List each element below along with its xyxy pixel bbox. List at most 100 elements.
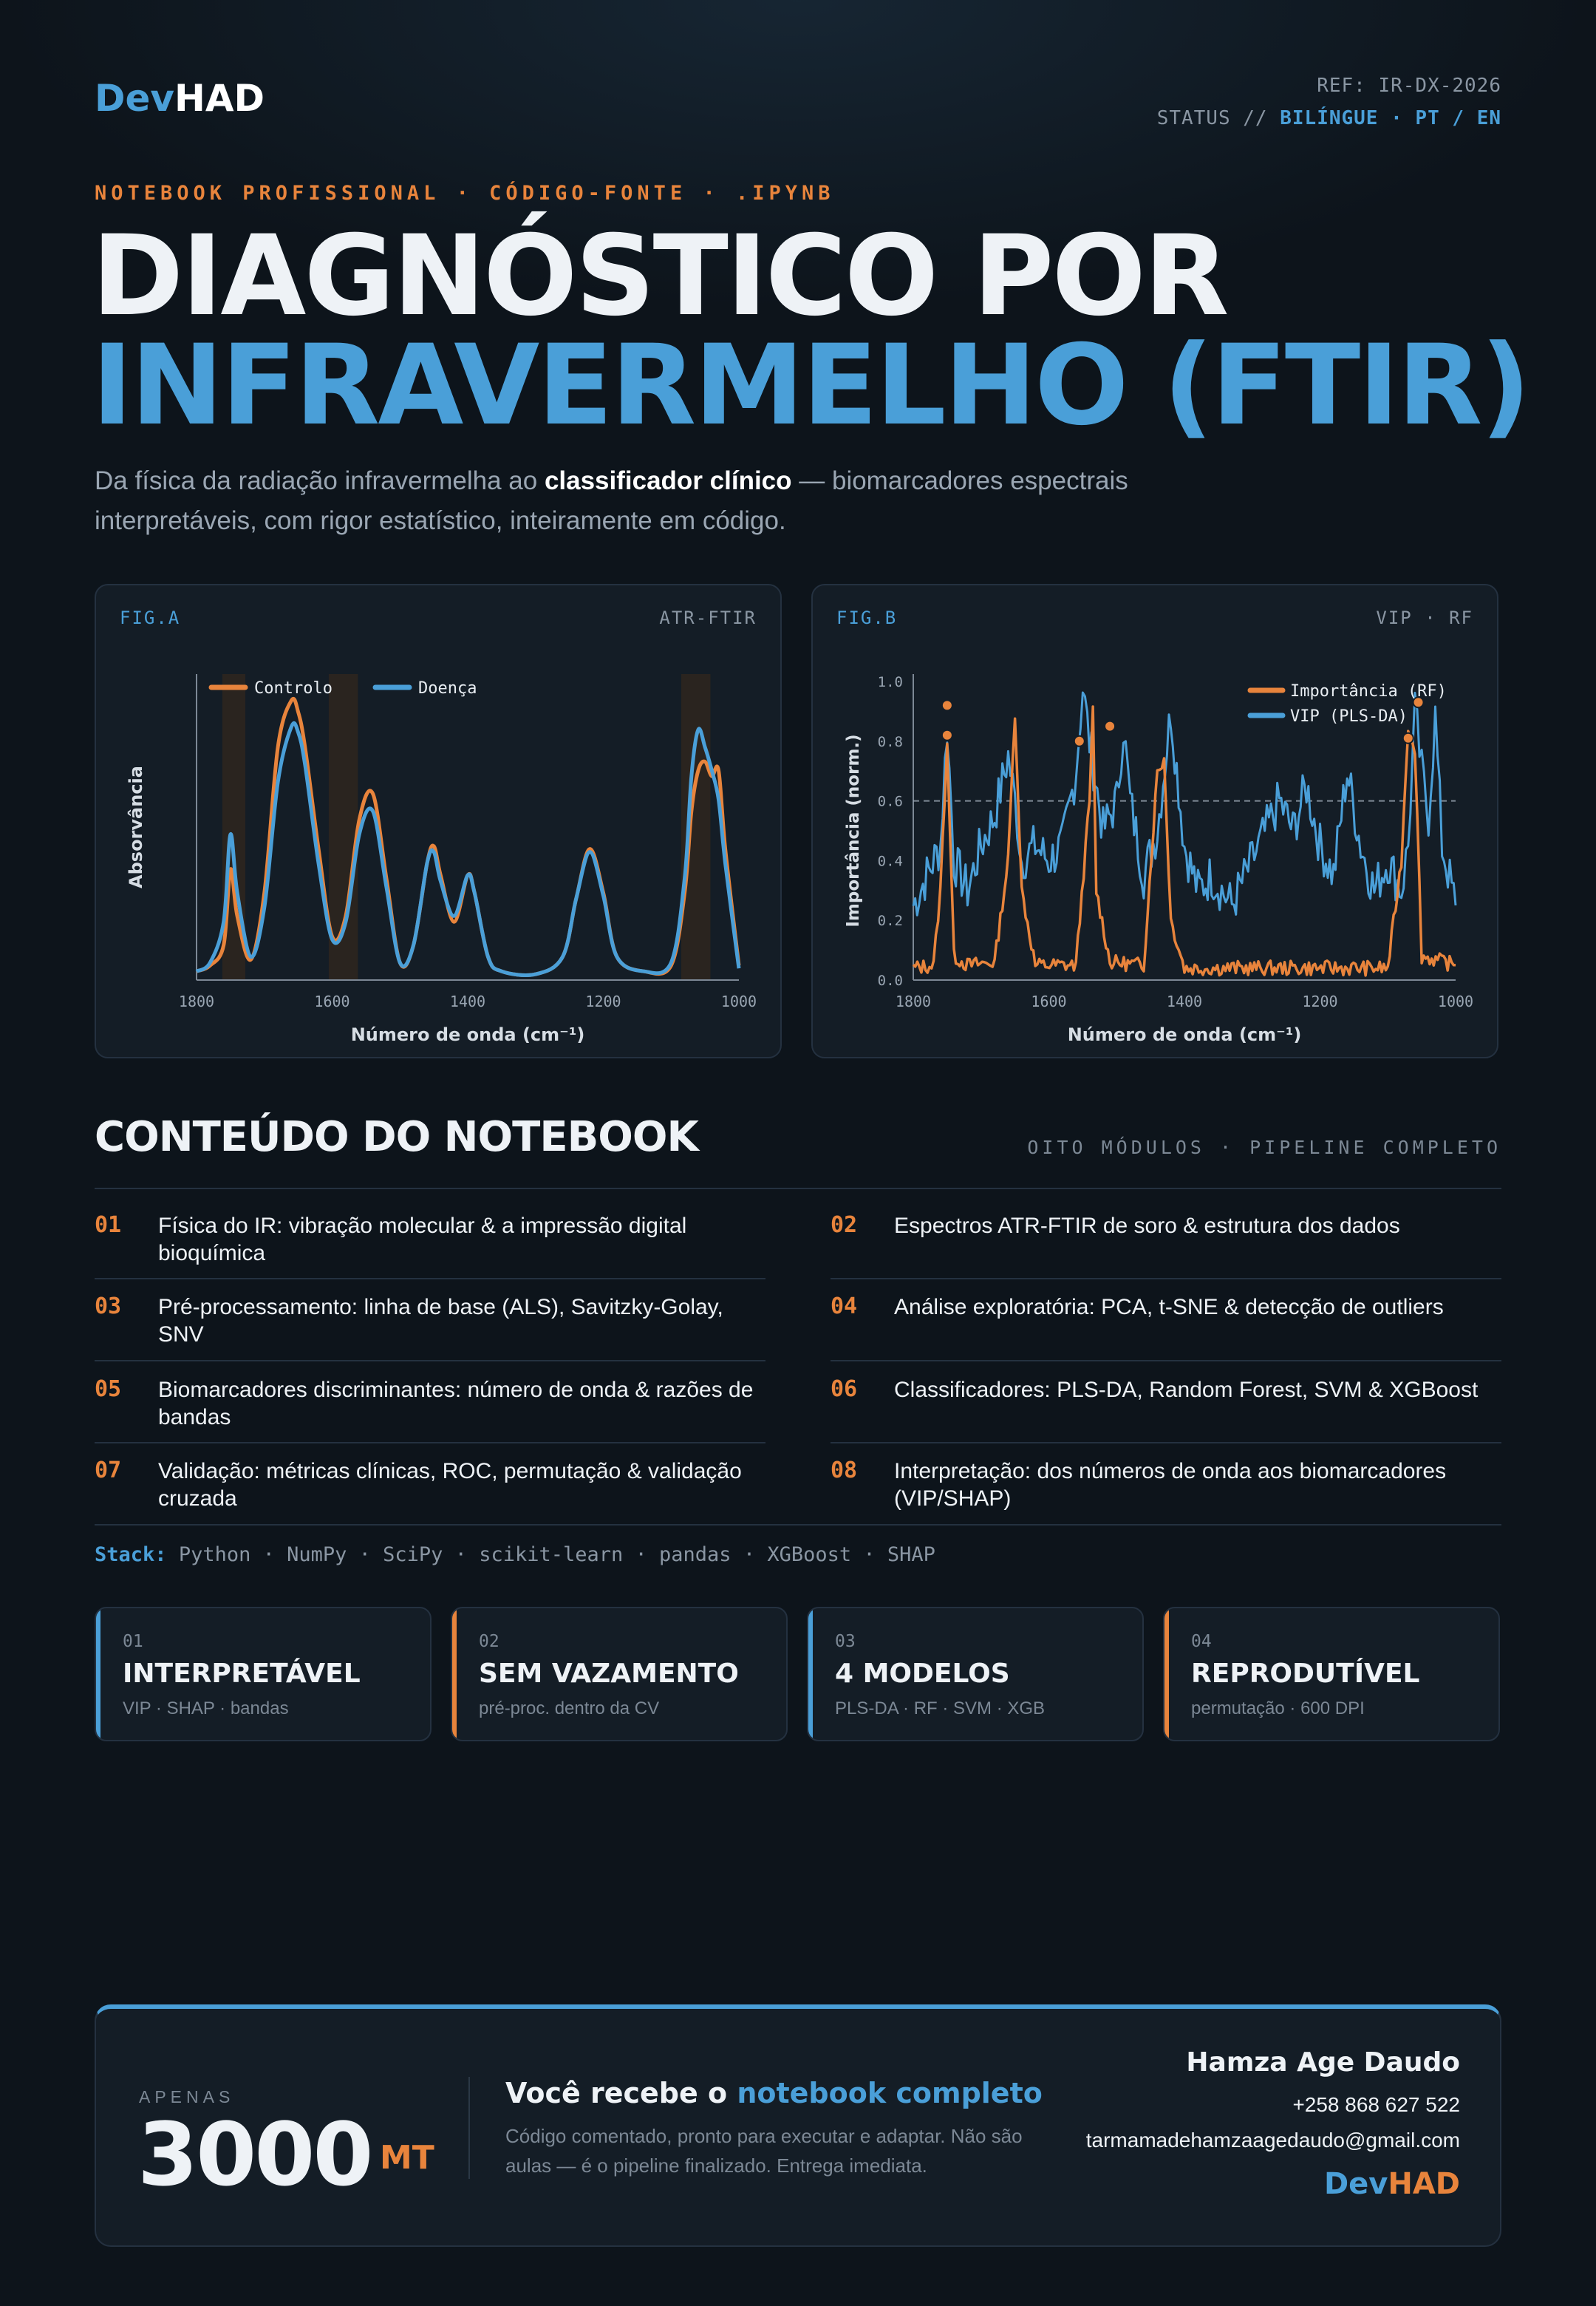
- y-axis-label: Importância (norm.): [844, 734, 863, 927]
- pricing-divider: [468, 2077, 470, 2179]
- contact-phone[interactable]: +258 868 627 522: [1292, 2093, 1460, 2116]
- x-tick-label: 1800: [896, 993, 931, 1010]
- card-accent: [452, 1608, 457, 1740]
- module-divider: [831, 1278, 1501, 1279]
- series-line: [196, 696, 741, 977]
- modules-divider: [95, 1188, 1501, 1189]
- peak-marker: [1073, 735, 1085, 747]
- figure-a-chart: 1800 1600 1400 1200 1000 Número de onda (cm⁻¹…: [126, 674, 757, 1045]
- card-title: INTERPRETÁVEL: [123, 1659, 361, 1689]
- module-number: 08: [831, 1458, 858, 1483]
- x-tick-label: 1200: [1302, 993, 1337, 1010]
- figure-a-technique: ATR-FTIR: [659, 608, 757, 628]
- modules-bottom-divider: [95, 1524, 1501, 1526]
- feature-card: 03 4 MODELOS PLS-DA · RF · SVM · XGB: [807, 1607, 1144, 1741]
- x-axis-label: Número de onda (cm⁻¹): [1068, 1024, 1302, 1045]
- module-text: Análise exploratória: PCA, t-SNE & detec…: [894, 1295, 1444, 1319]
- footer-logo: DevHAD: [1324, 2167, 1460, 2201]
- tech-stack: Stack: Python · NumPy · SciPy · scikit-l…: [95, 1543, 935, 1566]
- reference-code: REF: IR-DX-2026: [1317, 75, 1501, 97]
- title-line-1: DIAGNÓSTICO POR: [92, 212, 1230, 341]
- card-subtitle: permutação · 600 DPI: [1191, 1698, 1365, 1718]
- feature-card: 04 REPRODUTÍVEL permutação · 600 DPI: [1163, 1607, 1500, 1741]
- contact-name: Hamza Age Daudo: [1186, 2047, 1460, 2078]
- status-label: STATUS //: [1156, 107, 1280, 129]
- lede-bold: classificador clínico: [544, 466, 792, 495]
- card-number: 01: [123, 1632, 143, 1651]
- modules-title: CONTEÚDO DO NOTEBOOK: [95, 1113, 699, 1161]
- y-axis-label: Absorvância: [126, 766, 146, 888]
- x-tick-label: 1200: [585, 993, 621, 1010]
- price-value: 3000: [137, 2103, 373, 2205]
- card-subtitle: PLS-DA · RF · SVM · XGB: [835, 1698, 1046, 1718]
- module-text: Biomarcadores discriminantes: número de …: [158, 1378, 754, 1429]
- contact-email[interactable]: tarmamadehamzaagedaudo@gmail.com: [1085, 2129, 1460, 2152]
- card-number: 04: [1191, 1632, 1212, 1651]
- modules-subtitle: OITO MÓDULOS · PIPELINE COMPLETO: [1027, 1137, 1501, 1158]
- peak-marker: [1402, 732, 1414, 744]
- footer-logo-had: HAD: [1388, 2167, 1460, 2201]
- x-axis-label: Número de onda (cm⁻¹): [351, 1024, 585, 1045]
- card-number: 03: [835, 1632, 856, 1651]
- x-tick-label: 1000: [721, 993, 757, 1010]
- module-number: 06: [831, 1376, 858, 1402]
- lede-part-b: — biomarcadores espectrais interpretávei…: [95, 466, 1128, 535]
- module-text: Física do IR: vibração molecular & a imp…: [158, 1214, 687, 1265]
- series-line: [912, 705, 1456, 977]
- module-divider: [95, 1360, 765, 1361]
- module-text: Validação: métricas clínicas, ROC, permu…: [158, 1459, 742, 1511]
- module-text: Pré-processamento: linha de base (ALS), …: [158, 1295, 723, 1347]
- module-number: 07: [95, 1458, 122, 1483]
- peak-marker: [1412, 696, 1425, 709]
- y-tick-label: 1.0: [878, 674, 903, 690]
- kicker: NOTEBOOK PROFISSIONAL · CÓDIGO-FONTE · .…: [95, 182, 835, 205]
- module-number: 04: [831, 1293, 858, 1319]
- card-title: REPRODUTÍVEL: [1191, 1659, 1420, 1689]
- x-tick-label: 1000: [1438, 993, 1473, 1010]
- module-number: 02: [831, 1212, 858, 1238]
- price-label: APENAS: [139, 2087, 235, 2106]
- series-line: [912, 691, 1457, 916]
- card-subtitle: pré-proc. dentro da CV: [479, 1698, 660, 1718]
- module-divider: [95, 1442, 765, 1443]
- card-accent: [1164, 1608, 1169, 1740]
- module-number: 01: [95, 1212, 122, 1238]
- x-tick-label: 1400: [450, 993, 485, 1010]
- lede: Da física da radiação infravermelha ao c…: [95, 461, 1277, 541]
- y-tick-label: 0.0: [878, 973, 903, 989]
- logo-part-dev: Dev: [95, 77, 175, 120]
- figure-b-tag: FIG.B: [836, 608, 898, 628]
- figure-b-technique: VIP · RF: [1376, 608, 1473, 628]
- series-line: [195, 721, 741, 977]
- offer-description: Código comentado, pronto para executar e…: [505, 2125, 1023, 2177]
- card-title: SEM VAZAMENTO: [479, 1659, 739, 1689]
- module-divider: [95, 1278, 765, 1279]
- legend-label: Controlo: [254, 679, 332, 698]
- module-text: Interpretação: dos números de onda aos b…: [894, 1459, 1447, 1511]
- y-tick-label: 0.4: [878, 853, 903, 869]
- brand-logo[interactable]: DevHAD: [95, 77, 265, 120]
- page-title: DIAGNÓSTICO POR INFRAVERMELHO (FTIR): [92, 212, 1531, 441]
- legend-label: VIP (PLS-DA): [1290, 707, 1408, 726]
- offer-headline-highlight: notebook completo: [737, 2077, 1043, 2109]
- module-number: 03: [95, 1293, 122, 1319]
- x-tick-label: 1400: [1167, 993, 1202, 1010]
- y-tick-label: 0.2: [878, 913, 903, 929]
- footer-logo-dev: Dev: [1323, 2167, 1388, 2201]
- offer-headline-a: Você recebe o: [505, 2077, 737, 2109]
- module-text: Espectros ATR-FTIR de soro & estrutura d…: [894, 1214, 1400, 1238]
- x-tick-label: 1800: [179, 993, 214, 1010]
- peak-marker: [1104, 720, 1116, 732]
- card-accent: [808, 1608, 813, 1740]
- module-number: 05: [95, 1376, 122, 1402]
- highlight-band: [681, 674, 711, 980]
- feature-card: 02 SEM VAZAMENTO pré-proc. dentro da CV: [451, 1607, 788, 1741]
- card-title: 4 MODELOS: [835, 1659, 1010, 1689]
- legend-label: Importância (RF): [1290, 682, 1447, 701]
- logo-part-had: HAD: [174, 77, 265, 120]
- figure-b-chart: 0.0 0.2 0.4 0.6 0.8 1.0 1800 1600 1400 1200 1000 Nú…: [844, 674, 1473, 1045]
- header-meta: REF: IR-DX-2026 STATUS // BILÍNGUE · PT …: [1157, 69, 1501, 135]
- offer-headline: Você recebe o notebook completo: [505, 2077, 1043, 2109]
- price-currency: MT: [380, 2139, 434, 2177]
- stack-items: Python · NumPy · SciPy · scikit-learn · …: [178, 1543, 935, 1566]
